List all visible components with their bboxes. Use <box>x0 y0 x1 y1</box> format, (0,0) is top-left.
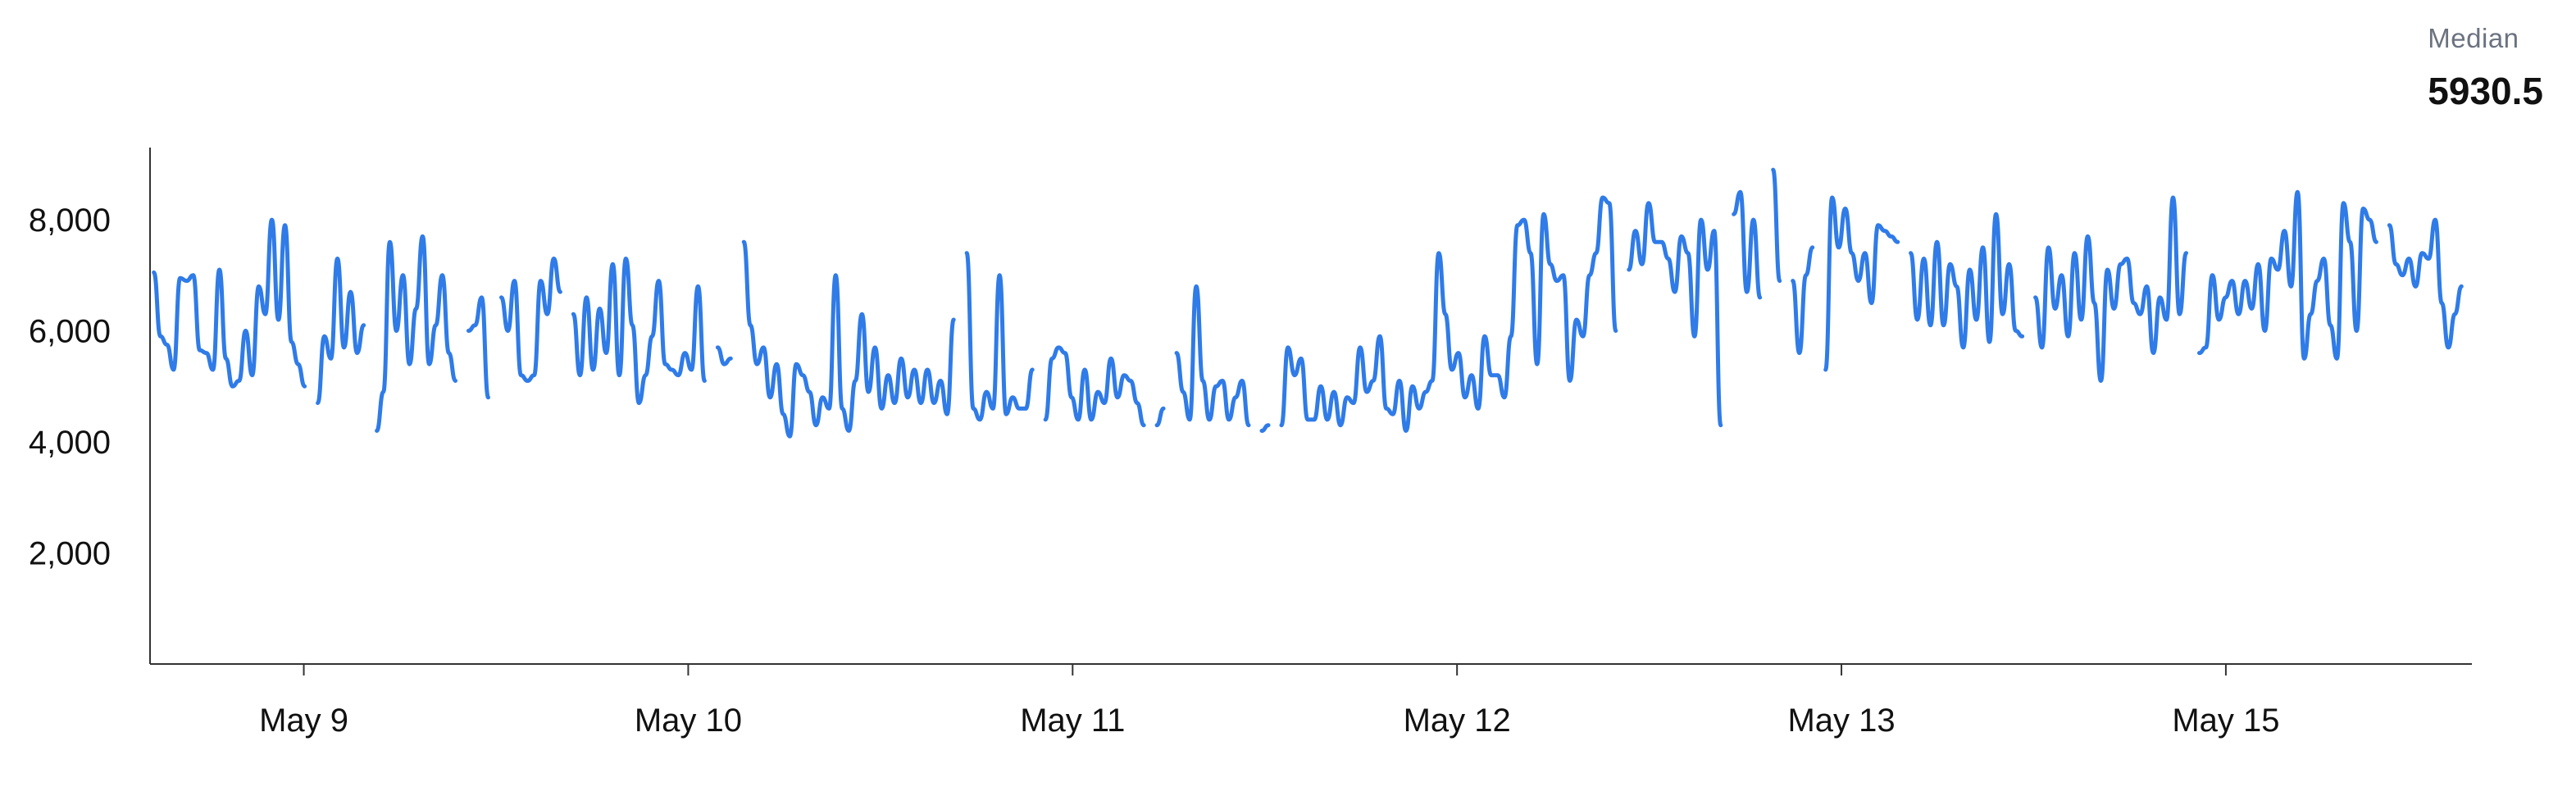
series-line-segment-3 <box>467 295 490 400</box>
x-tick-label: May 12 <box>1404 703 1511 739</box>
series-line-segment-12 <box>1259 423 1271 433</box>
series-line-segment-20 <box>2033 195 2188 383</box>
x-tick-label: May 11 <box>1020 703 1125 739</box>
y-tick-label: 6,000 <box>29 314 111 350</box>
series-line-segment-17 <box>1791 245 1815 356</box>
series-line-segment-1 <box>316 257 366 406</box>
series-line-segment-14 <box>1627 201 1723 428</box>
series-line-segment-4 <box>499 257 562 383</box>
series-line-segment-11 <box>1174 284 1251 428</box>
median-label: Median <box>2428 23 2519 53</box>
series-line-segment-13 <box>1279 195 1618 433</box>
series-line-segment-15 <box>1732 189 1763 300</box>
series-line-segment-21 <box>2197 189 2378 361</box>
series-line-segment-7 <box>741 239 956 439</box>
series-line-segment-19 <box>1909 211 2025 350</box>
y-tick-label: 2,000 <box>29 536 111 572</box>
x-tick-label: May 9 <box>259 703 348 739</box>
series-line-segment-22 <box>2387 217 2464 350</box>
x-tick-label: May 10 <box>635 703 742 739</box>
series-line-segment-10 <box>1154 406 1166 428</box>
median-stat: Median 5930.5 <box>2428 23 2543 113</box>
series-line-segment-2 <box>375 234 457 433</box>
y-tick-label: 8,000 <box>29 202 111 239</box>
series-line-segment-9 <box>1043 345 1146 428</box>
series-line-segment-18 <box>1823 195 1900 372</box>
series-line-segment-6 <box>715 345 733 366</box>
series-line-segment-5 <box>571 257 707 406</box>
x-axis: May 9 May 10 May 11 May 12 May 13 May 15 <box>150 663 2472 739</box>
y-axis: 2,000 4,000 6,000 8,000 <box>29 148 151 664</box>
series-line-segment-8 <box>964 251 1035 422</box>
median-value: 5930.5 <box>2428 70 2543 112</box>
series-group <box>152 167 2464 439</box>
series-line-segment-0 <box>152 217 307 389</box>
x-tick-label: May 13 <box>1787 703 1895 739</box>
y-tick-label: 4,000 <box>29 425 111 461</box>
series-line-segment-16 <box>1771 167 1782 284</box>
x-tick-label: May 15 <box>2172 703 2279 739</box>
